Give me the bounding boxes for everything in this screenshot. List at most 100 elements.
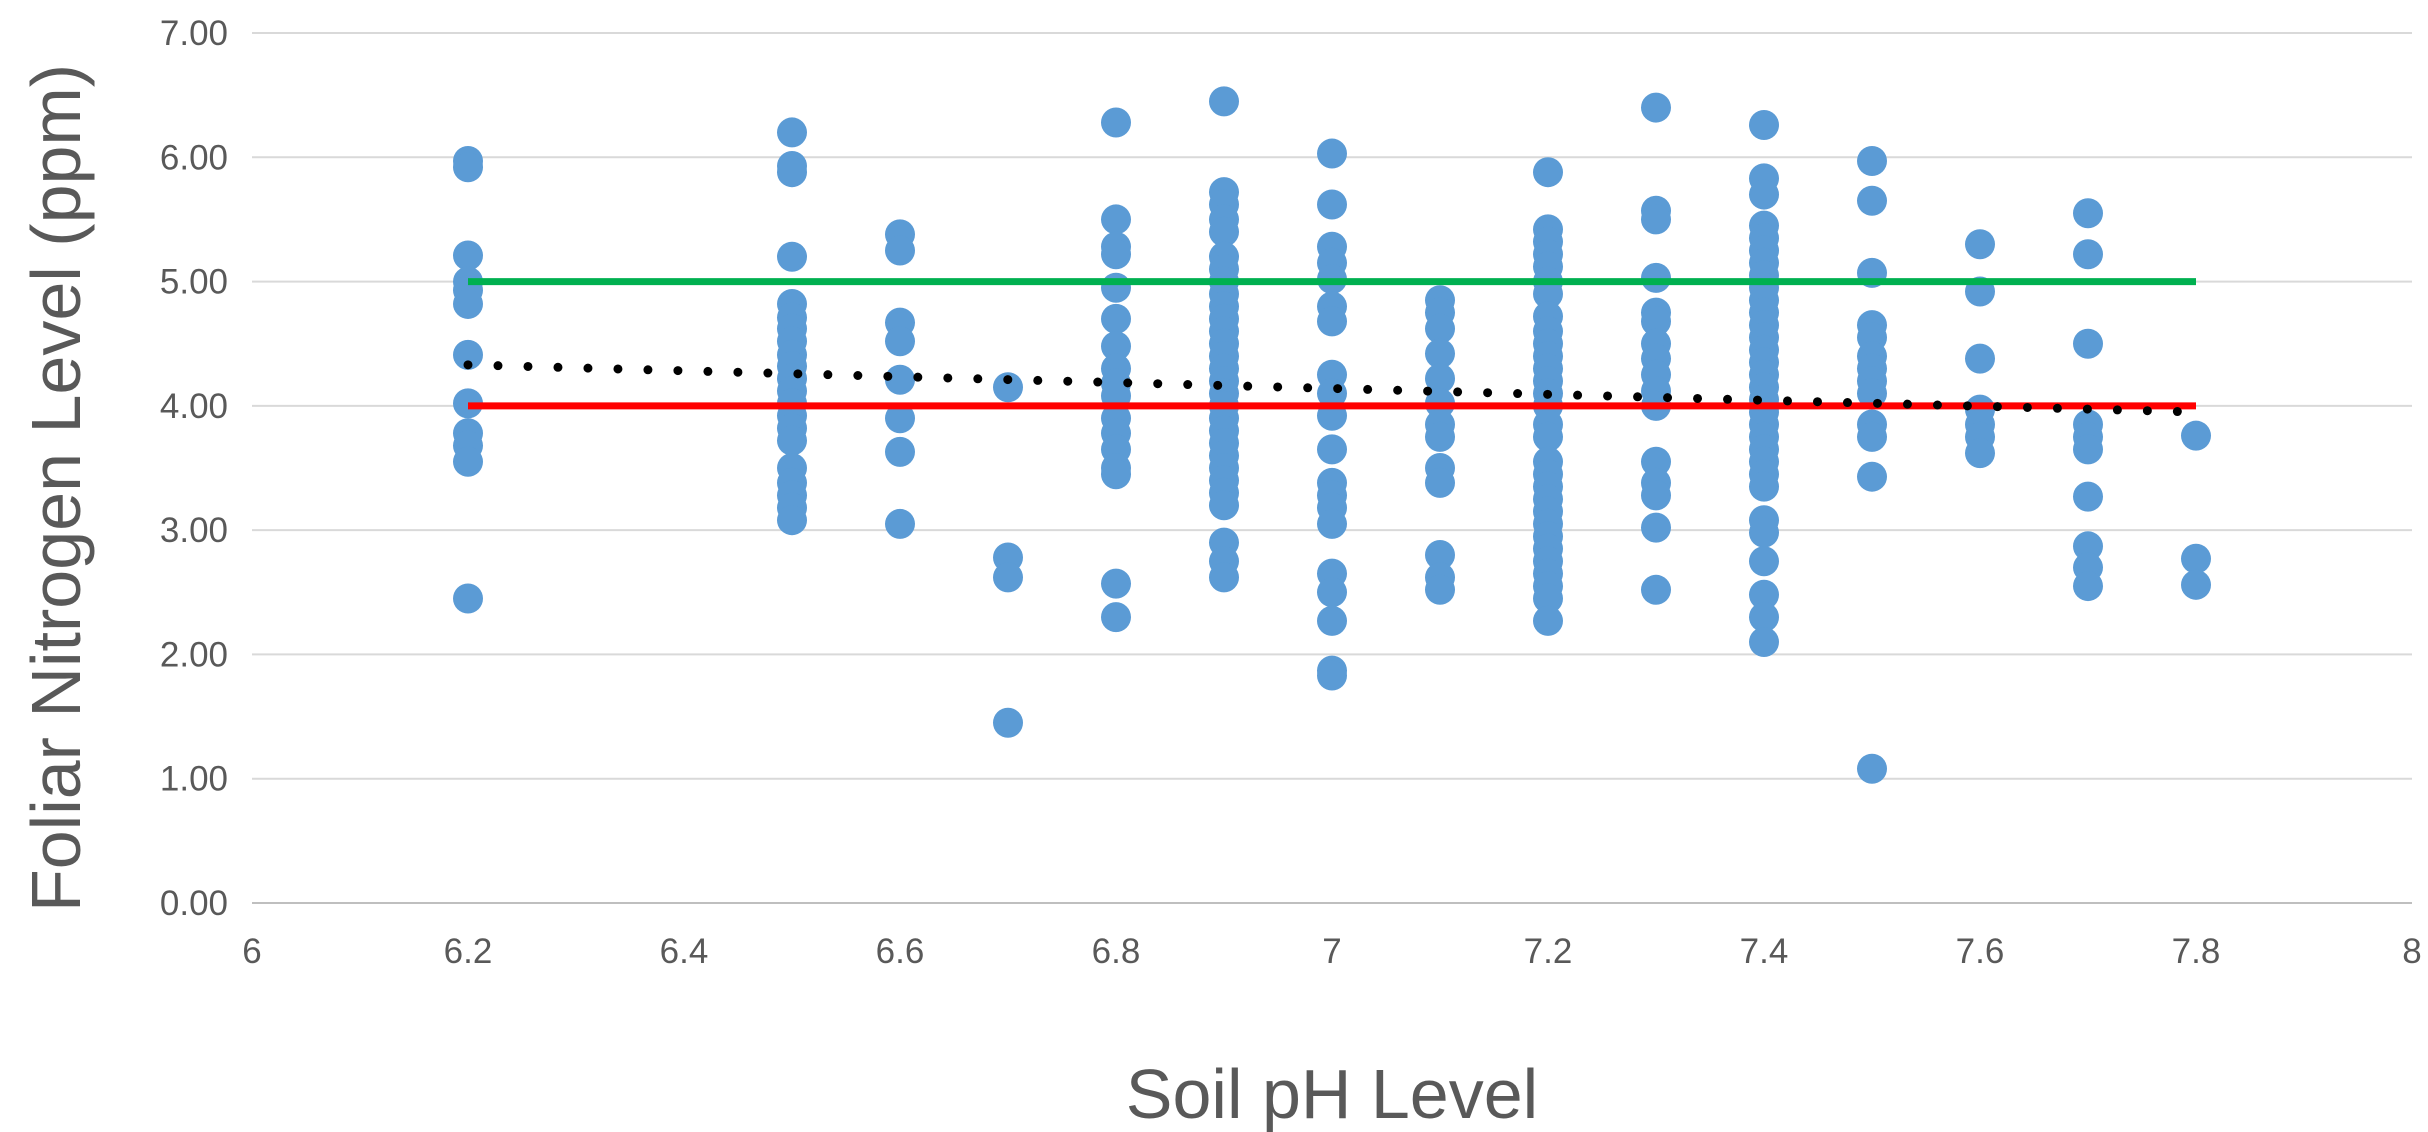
- data-point: [1749, 627, 1779, 657]
- data-point: [885, 235, 915, 266]
- data-point: [1965, 343, 1995, 374]
- data-point: [777, 157, 807, 188]
- data-point: [1857, 421, 1887, 452]
- data-point: [993, 562, 1023, 593]
- data-point: [1749, 579, 1779, 610]
- data-point: [1101, 107, 1131, 138]
- data-point: [453, 446, 483, 477]
- data-point: [1749, 179, 1779, 210]
- y-tick-label: 0.00: [160, 884, 228, 923]
- data-point: [1425, 338, 1455, 369]
- data-point: [1101, 204, 1131, 235]
- trendline: [463, 360, 2201, 417]
- data-points: [453, 86, 2211, 784]
- y-tick-label: 7.00: [160, 14, 228, 53]
- data-point: [1533, 605, 1563, 636]
- data-point: [1533, 157, 1563, 188]
- data-point: [1317, 660, 1347, 691]
- data-point: [1425, 574, 1455, 605]
- data-point: [1749, 109, 1779, 140]
- x-tick-label: 7.2: [1524, 932, 1573, 971]
- data-point: [993, 707, 1023, 738]
- tick-labels: 0.00 1.00 2.00 3.00 4.00 5.00 6.00 7.00 6 6.2 6.4 6…: [160, 14, 2422, 971]
- x-tick-label: 8: [2402, 932, 2421, 971]
- data-point: [1641, 512, 1671, 543]
- x-tick-label: 7: [1322, 932, 1341, 971]
- data-point: [1101, 602, 1131, 633]
- data-point: [1533, 583, 1563, 614]
- data-point: [1101, 568, 1131, 599]
- data-point: [1857, 461, 1887, 492]
- data-point: [1425, 467, 1455, 498]
- data-point: [2073, 239, 2103, 270]
- data-point: [2073, 531, 2103, 562]
- data-point: [1749, 602, 1779, 633]
- data-point: [1317, 306, 1347, 337]
- x-tick-label: 7.8: [2172, 932, 2221, 971]
- data-point: [2073, 198, 2103, 229]
- data-point: [1425, 313, 1455, 344]
- data-point: [885, 364, 915, 395]
- data-point: [2181, 569, 2211, 600]
- data-point: [2073, 434, 2103, 465]
- data-point: [453, 583, 483, 614]
- data-point: [777, 117, 807, 148]
- data-point: [1101, 239, 1131, 270]
- data-point: [1533, 279, 1563, 309]
- data-point: [1101, 272, 1131, 303]
- x-tick-label: 6: [242, 932, 261, 971]
- data-point: [2073, 481, 2103, 512]
- x-tick-label: 6.2: [444, 932, 493, 971]
- x-tick-label: 6.8: [1092, 932, 1141, 971]
- data-point: [1317, 605, 1347, 636]
- y-axis-title: Foliar Nitrogen Level (ppm): [17, 64, 95, 912]
- data-point: [1641, 480, 1671, 511]
- data-point: [1857, 146, 1887, 177]
- y-tick-label: 3.00: [160, 511, 228, 550]
- y-tick-label: 5.00: [160, 263, 228, 302]
- data-point: [1317, 508, 1347, 539]
- data-point: [2181, 543, 2211, 574]
- x-axis-title: Soil pH Level: [1126, 1055, 1538, 1132]
- data-point: [453, 339, 483, 370]
- data-point: [885, 403, 915, 434]
- data-point: [1209, 490, 1239, 521]
- data-point: [453, 288, 483, 319]
- data-point: [777, 505, 807, 536]
- data-point: [885, 326, 915, 357]
- data-point: [2073, 328, 2103, 359]
- data-point: [885, 436, 915, 467]
- data-point: [1641, 262, 1671, 293]
- x-tick-label: 6.6: [876, 932, 925, 971]
- y-tick-label: 2.00: [160, 635, 228, 674]
- data-point: [1425, 540, 1455, 570]
- x-tick-label: 7.6: [1956, 932, 2005, 971]
- data-point: [1641, 306, 1671, 337]
- data-point: [1641, 204, 1671, 235]
- x-tick-label: 7.4: [1740, 932, 1789, 971]
- data-point: [1101, 303, 1131, 334]
- data-point: [1857, 753, 1887, 784]
- reference-lines: [463, 278, 2201, 417]
- data-point: [777, 425, 807, 456]
- data-point: [1641, 446, 1671, 477]
- y-tick-label: 4.00: [160, 387, 228, 426]
- data-point: [2073, 571, 2103, 602]
- data-point: [1749, 471, 1779, 502]
- data-point: [1641, 574, 1671, 605]
- data-point: [453, 240, 483, 271]
- data-point: [1317, 577, 1347, 608]
- data-point: [2181, 420, 2211, 451]
- data-point: [993, 372, 1023, 403]
- data-point: [1533, 421, 1563, 452]
- data-point: [1209, 216, 1239, 247]
- data-point: [1209, 86, 1239, 117]
- data-point: [1209, 562, 1239, 593]
- data-point: [1965, 229, 1995, 260]
- y-tick-label: 6.00: [160, 138, 228, 177]
- data-point: [1857, 185, 1887, 216]
- data-point: [1101, 331, 1131, 362]
- data-point: [885, 508, 915, 539]
